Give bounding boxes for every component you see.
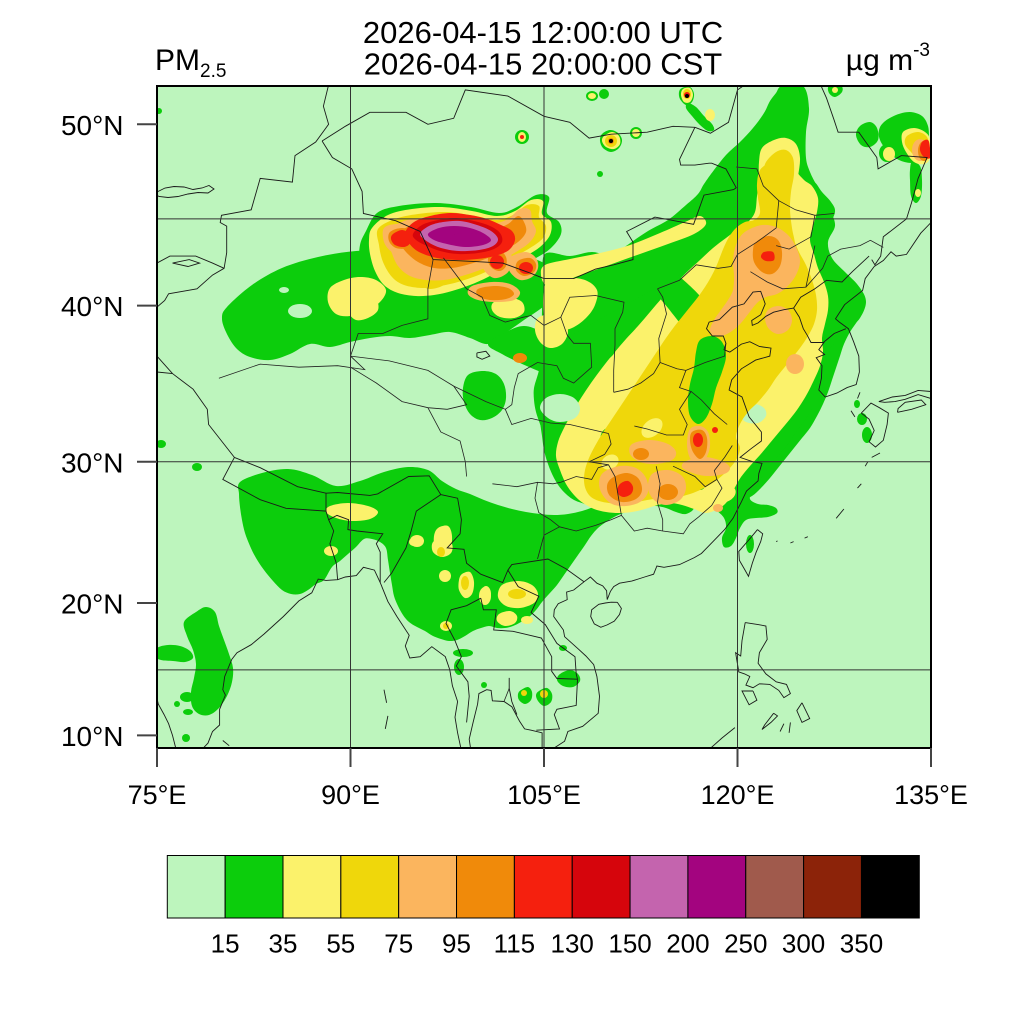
svg-text:150: 150 [608,929,651,959]
svg-text:15: 15 [211,929,240,959]
svg-text:200: 200 [666,929,709,959]
svg-text:90°E: 90°E [321,780,380,810]
svg-text:95: 95 [442,929,471,959]
svg-text:35: 35 [269,929,298,959]
svg-text:40°N: 40°N [61,291,124,322]
svg-text:50°N: 50°N [61,110,124,141]
svg-text:350: 350 [840,929,883,959]
svg-text:75°E: 75°E [128,780,187,810]
svg-text:115: 115 [494,929,535,959]
svg-text:2026-04-15 12:00:00 UTC: 2026-04-15 12:00:00 UTC [363,15,723,50]
svg-text:105°E: 105°E [507,780,581,810]
svg-text:20°N: 20°N [61,589,124,620]
svg-text:120°E: 120°E [701,780,775,810]
svg-text:300: 300 [782,929,825,959]
svg-text:30°N: 30°N [61,447,124,478]
svg-text:55: 55 [326,929,355,959]
svg-text:2026-04-15 20:00:00 CST: 2026-04-15 20:00:00 CST [364,47,723,82]
svg-text:10°N: 10°N [61,721,124,752]
svg-text:75: 75 [384,929,413,959]
svg-text:135°E: 135°E [894,780,968,810]
svg-text:130: 130 [551,929,594,959]
svg-text:250: 250 [724,929,767,959]
